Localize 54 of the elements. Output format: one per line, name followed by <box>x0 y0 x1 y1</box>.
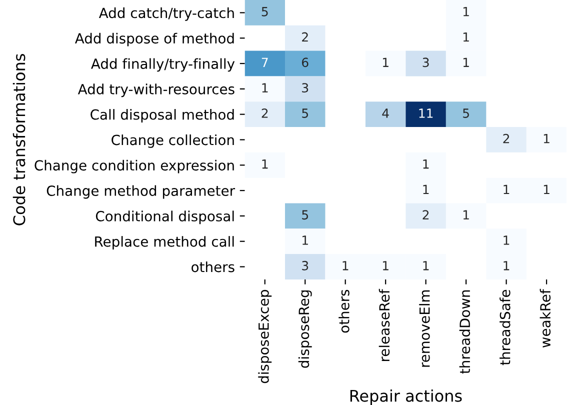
y-tick-label: Change condition expression <box>34 160 234 174</box>
x-tick-label: disposeExcep <box>258 290 272 384</box>
y-tick-label: others <box>192 261 234 272</box>
data-label: 7 <box>262 58 268 67</box>
data-label: 5 <box>302 210 308 220</box>
data-label: 1 <box>544 184 550 194</box>
y-tick-label: Change collection <box>112 134 234 148</box>
y-tick-label: Add catch/try-catch <box>98 7 234 21</box>
y-tick-label: Conditional disposal <box>96 210 234 224</box>
data-label: 3 <box>302 260 308 270</box>
data-label: 1 <box>504 236 510 245</box>
data-label: 3 <box>302 83 308 93</box>
x-tick-label: others <box>338 290 350 333</box>
data-label: 5 <box>302 108 308 118</box>
data-label: 2 <box>302 32 308 42</box>
x-tick-label: removeElm <box>419 290 430 367</box>
y-tick-label: Add try-with-resources <box>78 84 234 98</box>
data-label: 1 <box>423 159 429 169</box>
data-label: 1 <box>302 236 308 245</box>
data-label: 5 <box>262 7 268 16</box>
data-label: 3 <box>422 58 429 68</box>
data-label: 6 <box>302 58 308 68</box>
data-label: 1 <box>423 184 429 194</box>
data-label: 1 <box>463 210 469 220</box>
y-tick-label: Call disposal method <box>90 109 234 122</box>
data-label: 1 <box>423 261 429 270</box>
data-label: 2 <box>503 134 510 144</box>
data-label: 1 <box>463 32 469 42</box>
data-label: 1 <box>382 261 388 270</box>
x-tick-label: weakRef <box>540 288 551 348</box>
x-tick-label: threadDown <box>459 290 470 374</box>
x-axis-title: Repair actions <box>350 389 462 405</box>
x-tick-label: threadSafe <box>500 290 510 366</box>
data-label: 1 <box>382 58 388 67</box>
data-label: 11 <box>419 108 433 118</box>
x-tick-label: disposeReg <box>298 290 312 368</box>
data-label: 1 <box>262 83 268 92</box>
x-tick-label: releaseRef <box>378 288 390 362</box>
data-label: 1 <box>544 134 550 144</box>
data-label: 1 <box>504 184 510 194</box>
data-label: 5 <box>463 108 469 118</box>
data-label: 1 <box>262 159 268 169</box>
data-label: 1 <box>342 261 348 270</box>
y-tick-label: Replace method call <box>95 236 234 250</box>
y-tick-label: Change method parameter <box>46 185 236 199</box>
y-axis-title: Code transformations <box>12 54 26 226</box>
data-label: 2 <box>422 210 429 220</box>
y-tick-label: Add finally/try-finally <box>91 58 235 72</box>
data-label: 2 <box>262 108 268 118</box>
data-label: 1 <box>463 7 469 16</box>
data-label: 1 <box>504 261 510 270</box>
data-label: 4 <box>382 108 389 118</box>
data-label: 1 <box>463 58 469 67</box>
y-tick-label: Add dispose of method <box>74 32 234 46</box>
